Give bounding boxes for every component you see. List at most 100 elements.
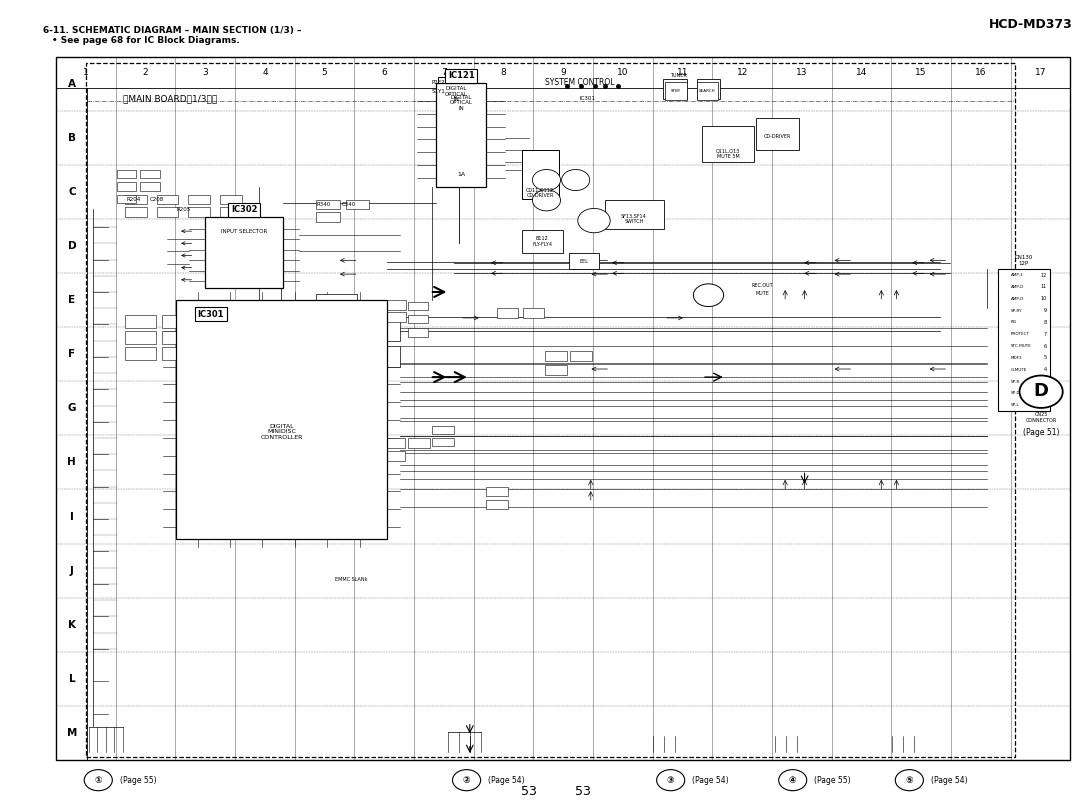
Text: SP-R: SP-R [1011,380,1021,384]
Text: H: H [67,457,77,467]
Bar [117,170,136,178]
Bar [125,331,156,344]
Bar [197,363,251,389]
Bar [360,312,381,322]
Bar [316,294,357,333]
Text: (Page 54): (Page 54) [931,775,968,785]
Text: 6: 6 [381,67,387,77]
Text: F: F [68,350,76,359]
Circle shape [895,770,923,791]
Text: C208: C208 [149,197,164,202]
Bar [265,499,284,507]
Bar [337,485,356,493]
Bar [313,485,333,493]
Bar [125,347,156,360]
Text: 9: 9 [1044,308,1048,313]
Text: MDF3: MDF3 [1011,356,1023,360]
Bar [523,308,544,318]
Text: (Page 55): (Page 55) [120,775,157,785]
Text: STBY: STBY [671,89,681,92]
Bar [192,531,212,539]
Bar [384,312,406,322]
Bar [438,77,474,111]
Text: SP-L: SP-L [1011,403,1020,407]
Text: REC.OUT: REC.OUT [752,283,773,288]
Bar [162,347,192,360]
Text: 7: 7 [1044,332,1048,337]
Text: 1: 1 [83,67,89,77]
Text: TUNER: TUNER [670,73,687,78]
Bar [125,315,156,328]
Bar [125,195,147,204]
Bar [157,207,178,217]
Bar [157,195,178,204]
Text: R204: R204 [126,197,141,202]
Text: CD11,Q112
CD-DRIVER: CD11,Q112 CD-DRIVER [526,187,554,199]
Text: G-MUTE: G-MUTE [1011,367,1027,371]
Circle shape [532,190,561,211]
Bar [316,212,340,222]
Text: Q11L,Q13
MUTE 5M: Q11L,Q13 MUTE 5M [716,148,740,160]
Text: CD-DRIVER: CD-DRIVER [764,134,792,139]
Bar [176,300,387,539]
Text: G: G [68,403,76,414]
Text: C: C [68,187,76,197]
Text: (Page 54): (Page 54) [488,775,525,785]
Text: 14: 14 [855,67,867,77]
Text: AMP-D: AMP-D [1011,285,1024,289]
Text: SF13,SF14
SWITCH: SF13,SF14 SWITCH [621,213,647,225]
Bar [86,63,1015,757]
Bar [432,438,454,446]
Text: AMP-D: AMP-D [1011,297,1024,301]
Bar [188,195,210,204]
Text: STC-MUTE: STC-MUTE [1011,344,1031,348]
Bar [188,207,210,217]
Bar [522,230,563,253]
Text: D: D [68,241,76,251]
Text: DIGITAL
OPTICAL
IN: DIGITAL OPTICAL IN [445,86,468,102]
Bar [486,500,508,509]
Bar [220,195,242,204]
Text: EMMC SLANk: EMMC SLANk [335,577,367,582]
Text: 11: 11 [677,67,688,77]
Bar [117,182,136,191]
Bar [346,200,369,209]
Bar [432,426,454,434]
Text: 1: 1 [1044,403,1048,408]
Text: 9: 9 [561,67,566,77]
Bar [316,200,340,209]
Bar [383,451,405,461]
Text: ①: ① [94,775,103,785]
Bar [259,314,308,337]
Bar [205,217,283,288]
Text: 5: 5 [322,67,327,77]
Text: (Page 54): (Page 54) [692,775,729,785]
Circle shape [578,208,610,233]
Text: 5: 5 [1044,355,1048,360]
Bar [697,82,718,100]
Text: P2E2: P2E2 [432,80,445,85]
Bar [367,346,400,367]
Text: 17: 17 [1035,67,1047,77]
Bar [436,83,486,187]
Bar [125,207,147,217]
Bar [408,302,428,310]
Bar [497,308,518,318]
Text: • See page 68 for IC Block Diagrams.: • See page 68 for IC Block Diagrams. [52,36,240,45]
Text: ②: ② [462,775,471,785]
Text: AMP-1: AMP-1 [1011,273,1024,277]
Circle shape [657,770,685,791]
Text: 3: 3 [202,67,208,77]
Text: L: L [68,674,76,684]
Text: 12: 12 [737,67,747,77]
Text: (Page 55): (Page 55) [814,775,851,785]
Bar [216,531,235,539]
Text: 53: 53 [576,785,591,798]
Text: 2: 2 [143,67,148,77]
Text: (Page 51): (Page 51) [1023,427,1059,437]
Text: EEL: EEL [580,259,589,264]
Bar [570,351,592,361]
Text: HCD-MD373: HCD-MD373 [988,18,1072,31]
Bar [605,200,664,229]
Text: DIGITAL
OPTICAL
IN: DIGITAL OPTICAL IN [449,95,473,111]
